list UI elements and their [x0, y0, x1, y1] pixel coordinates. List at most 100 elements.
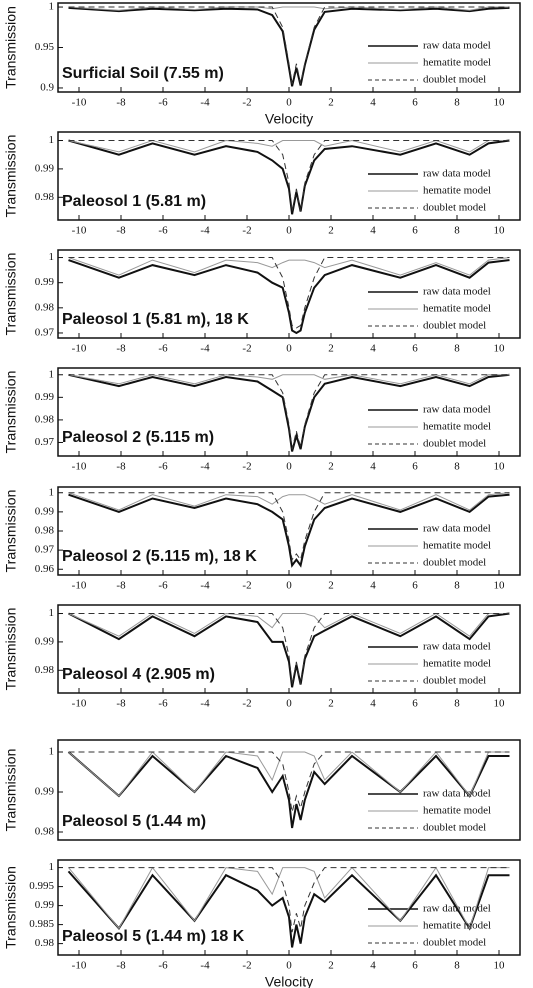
y-tick-label: 1: [49, 746, 55, 758]
legend-label: raw data model: [423, 286, 491, 298]
series-line: [68, 492, 510, 561]
x-tick-label: -6: [158, 97, 168, 109]
panel-label: Surficial Soil (7.55 m): [62, 65, 224, 82]
legend-label: hematite model: [423, 920, 491, 932]
series-line: [68, 612, 510, 688]
x-tick-label: 8: [454, 960, 460, 972]
x-tick-label: -8: [116, 698, 126, 710]
x-tick-label: -8: [116, 580, 126, 592]
x-tick-label: -4: [200, 343, 210, 355]
x-tick-label: 8: [454, 225, 460, 237]
x-tick-label: -8: [116, 225, 126, 237]
x-tick-label: 4: [370, 698, 376, 710]
y-tick-label: 0.98: [35, 826, 55, 838]
x-tick-label: 8: [454, 698, 460, 710]
series-line: [68, 259, 510, 335]
x-tick-label: 4: [370, 960, 376, 972]
series-line: [67, 870, 510, 948]
panel-label: Paleosol 2 (5.115 m): [62, 429, 214, 446]
panel: 0.96 0.97 0.98 0.99 1 -10 -8 -6 -4 -2 0 2 4 6 8 10 Trans…: [3, 486, 521, 592]
y-axis-label: Transmission: [3, 749, 19, 832]
series-line: [68, 140, 510, 212]
x-tick-label: -4: [200, 225, 210, 237]
x-tick-label: 2: [328, 343, 334, 355]
x-tick-label: -10: [72, 698, 87, 710]
series-line: [68, 493, 510, 568]
x-tick-label: 0: [286, 225, 292, 237]
y-tick-label: 1: [49, 607, 55, 619]
panel: 0.97 0.98 0.99 1 -10 -8 -6 -4 -2 0 2 4 6 8 10 Transmiss…: [3, 249, 521, 355]
legend-label: doublet model: [423, 74, 486, 86]
series-line: [68, 257, 510, 329]
x-tick-label: -2: [242, 461, 251, 473]
x-tick-label: 0: [286, 580, 292, 592]
legend-label: doublet model: [423, 557, 486, 569]
y-tick-label: 0.99: [35, 635, 55, 647]
x-tick-label: -4: [200, 580, 210, 592]
legend-label: hematite model: [423, 540, 491, 552]
x-tick-label: 10: [494, 461, 506, 473]
series-line: [67, 751, 510, 829]
x-tick-label: -6: [158, 580, 168, 592]
x-tick-label: 8: [454, 580, 460, 592]
y-tick-label: 0.98: [35, 525, 55, 537]
y-axis-label: Transmission: [3, 253, 19, 336]
x-tick-label: -4: [200, 698, 210, 710]
y-tick-label: 0.96: [35, 563, 55, 575]
y-tick-label: 0.99: [35, 391, 55, 403]
legend-label: raw data model: [423, 788, 491, 800]
x-tick-label: 2: [328, 97, 334, 109]
y-axis-label: Transmission: [3, 135, 19, 218]
y-axis-label: Transmission: [3, 608, 19, 691]
panel: 0.9 0.95 1 -10 -8 -6 -4 -2 0 2 4 6 8 10 Velocity Transm…: [3, 1, 521, 127]
x-tick-label: 2: [328, 960, 334, 972]
panel: 0.97 0.98 0.99 1 -10 -8 -6 -4 -2 0 2 4 6 8 10 Transmiss…: [3, 367, 521, 473]
legend-label: raw data model: [423, 523, 491, 535]
legend-label: doublet model: [423, 438, 486, 450]
x-tick-label: -2: [242, 698, 251, 710]
series-line: [68, 374, 510, 385]
panel-label: Paleosol 5 (1.44 m): [62, 813, 206, 830]
y-tick-label: 0.99: [35, 899, 55, 911]
x-tick-label: 6: [412, 960, 418, 972]
plot-frame: [57, 739, 521, 841]
x-tick-label: -2: [242, 225, 251, 237]
panel: 0.98 0.985 0.99 0.995 1 -10 -8 -6 -4 -2 0 2 4 6 8 10 Vel…: [3, 859, 521, 988]
x-tick-label: 4: [370, 343, 376, 355]
legend-label: hematite model: [423, 421, 491, 433]
x-tick-label: -4: [200, 960, 210, 972]
legend-label: raw data model: [423, 40, 491, 52]
y-tick-label: 0.97: [35, 327, 55, 339]
x-tick-label: -4: [200, 461, 210, 473]
x-tick-label: 4: [370, 461, 376, 473]
legend-label: doublet model: [423, 320, 486, 332]
x-tick-label: 6: [412, 97, 418, 109]
x-tick-label: 10: [494, 580, 506, 592]
panel: 0.98 0.99 1 Transmission raw data model hemat…: [3, 739, 521, 841]
x-tick-label: -10: [72, 960, 87, 972]
series-line: [68, 751, 510, 813]
legend-label: raw data model: [423, 404, 491, 416]
legend-label: hematite model: [423, 185, 491, 197]
x-tick-label: 2: [328, 580, 334, 592]
series-line: [68, 492, 510, 511]
y-tick-label: 1: [49, 134, 55, 146]
x-tick-label: 2: [328, 225, 334, 237]
x-tick-label: 0: [286, 97, 292, 109]
x-tick-label: -6: [158, 960, 168, 972]
y-tick-label: 0.995: [29, 880, 54, 892]
y-tick-label: 0.97: [35, 436, 55, 448]
panel: 0.98 0.99 1 -10 -8 -6 -4 -2 0 2 4 6 8 10 Transmission r…: [3, 604, 521, 710]
legend-label: hematite model: [423, 805, 491, 817]
series-line: [68, 374, 510, 450]
legend-label: raw data model: [423, 641, 491, 653]
x-tick-label: 8: [454, 461, 460, 473]
legend-label: hematite model: [423, 57, 491, 69]
series-line: [68, 613, 510, 685]
x-tick-label: -8: [116, 97, 126, 109]
x-tick-label: 6: [412, 343, 418, 355]
y-tick-label: 1: [49, 251, 55, 263]
x-tick-label: -2: [242, 960, 251, 972]
x-tick-label: -10: [72, 461, 87, 473]
